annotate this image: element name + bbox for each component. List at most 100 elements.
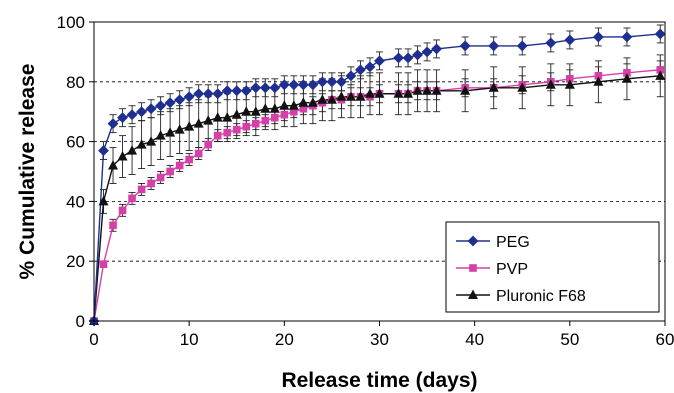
- point-pluronic-f68-39: [545, 79, 556, 89]
- point-pluronic-f68-5: [136, 139, 147, 149]
- legend-marker-pvp: [469, 264, 477, 272]
- y-tick-label-0: 0: [76, 312, 85, 331]
- point-pluronic-f68-12: [203, 115, 214, 125]
- point-pluronic-f68-2: [108, 160, 119, 170]
- legend-marker-peg: [467, 235, 479, 247]
- point-pvp-43: [656, 66, 665, 74]
- point-peg-24: [316, 76, 328, 88]
- point-pvp-40: [566, 75, 574, 83]
- point-pluronic-f68-21: [288, 100, 299, 110]
- point-peg-19: [269, 82, 281, 94]
- point-pvp-12: [204, 140, 212, 149]
- point-pluronic-f68-42: [621, 73, 632, 83]
- point-peg-31: [393, 52, 404, 64]
- point-pluronic-f68-41: [593, 76, 604, 86]
- point-pvp-14: [223, 128, 232, 137]
- point-peg-43: [654, 28, 666, 40]
- point-pluronic-f68-19: [269, 103, 280, 113]
- point-peg-9: [174, 94, 186, 106]
- point-peg-17: [250, 82, 262, 94]
- y-tick-label-20: 20: [66, 252, 85, 271]
- point-peg-42: [621, 31, 633, 43]
- point-pvp-5: [137, 185, 146, 194]
- x-axis-title: Release time (days): [281, 369, 477, 392]
- series-markers: [88, 28, 666, 327]
- point-pluronic-f68-16: [241, 106, 252, 116]
- point-pluronic-f68-25: [326, 94, 337, 104]
- point-peg-41: [592, 31, 604, 43]
- point-pluronic-f68-38: [517, 82, 528, 92]
- point-pluronic-f68-8: [165, 127, 176, 137]
- x-tick-label-50: 50: [560, 330, 579, 349]
- point-peg-40: [564, 34, 576, 46]
- point-pluronic-f68-43: [655, 70, 666, 80]
- point-pvp-42: [623, 69, 631, 77]
- point-pvp-9: [175, 161, 184, 170]
- point-peg-18: [259, 82, 271, 94]
- legend-label-peg: PEG: [496, 234, 530, 251]
- point-peg-29: [364, 61, 376, 73]
- point-pluronic-f68-29: [364, 88, 375, 98]
- point-peg-22: [297, 79, 309, 91]
- y-axis-title: % Cumulative release: [16, 64, 39, 280]
- point-pvp-19: [271, 113, 279, 122]
- point-pluronic-f68-26: [336, 91, 347, 101]
- point-pvp-22: [299, 104, 308, 113]
- point-peg-26: [336, 76, 347, 88]
- point-peg-27: [345, 70, 357, 82]
- point-peg-39: [545, 37, 557, 49]
- legend: PEG PVP Pluronic F68: [445, 221, 660, 313]
- x-tick-label-30: 30: [370, 330, 389, 349]
- point-peg-10: [183, 91, 195, 103]
- point-pluronic-f68-9: [174, 124, 185, 134]
- point-peg-20: [278, 79, 290, 91]
- point-peg-11: [193, 88, 205, 100]
- point-pluronic-f68-27: [345, 91, 356, 101]
- point-pluronic-f68-31: [393, 88, 404, 98]
- point-pvp-21: [290, 107, 298, 116]
- point-pvp-10: [185, 155, 193, 164]
- point-peg-28: [355, 64, 366, 76]
- point-pluronic-f68-24: [317, 94, 328, 104]
- point-pluronic-f68-30: [374, 88, 385, 98]
- legend-box: [445, 221, 660, 313]
- axis-ticks: 0 20 40 60 80 100 0 10 20 30 40 50 60: [57, 13, 674, 349]
- point-peg-4: [126, 109, 138, 121]
- point-pluronic-f68-17: [250, 106, 261, 116]
- point-pluronic-f68-32: [403, 88, 414, 98]
- legend-entry-pvp: PVP: [456, 261, 528, 278]
- point-pluronic-f68-33: [412, 85, 423, 95]
- point-pvp-8: [166, 167, 174, 176]
- point-pluronic-f68-6: [146, 136, 157, 146]
- x-tick-label-60: 60: [656, 330, 674, 349]
- point-pluronic-f68-4: [127, 145, 138, 155]
- point-pluronic-f68-36: [460, 85, 471, 95]
- point-peg-33: [412, 49, 423, 61]
- point-pvp-17: [251, 119, 260, 128]
- point-peg-35: [431, 43, 443, 55]
- point-pvp-15: [232, 125, 241, 134]
- point-peg-16: [240, 85, 252, 97]
- point-peg-3: [117, 112, 128, 124]
- point-peg-21: [288, 79, 300, 91]
- x-tick-label-0: 0: [89, 330, 98, 349]
- point-pluronic-f68-14: [222, 112, 233, 122]
- point-pvp-6: [147, 179, 155, 188]
- legend-marker-pluronic-f68: [468, 289, 478, 299]
- point-pvp-7: [156, 173, 165, 182]
- point-pvp-18: [261, 116, 270, 125]
- point-pluronic-f68-34: [422, 85, 433, 95]
- point-peg-23: [307, 79, 319, 91]
- point-pvp-13: [213, 131, 222, 140]
- point-pluronic-f68-37: [488, 82, 499, 92]
- point-peg-8: [164, 97, 176, 109]
- y-tick-label-40: 40: [66, 192, 85, 211]
- y-tick-label-80: 80: [66, 73, 85, 92]
- point-pluronic-f68-1: [98, 195, 109, 206]
- point-pluronic-f68-7: [155, 130, 166, 140]
- y-tick-label-100: 100: [57, 13, 85, 32]
- point-peg-12: [202, 88, 214, 100]
- point-peg-6: [145, 103, 157, 115]
- point-peg-30: [374, 55, 385, 67]
